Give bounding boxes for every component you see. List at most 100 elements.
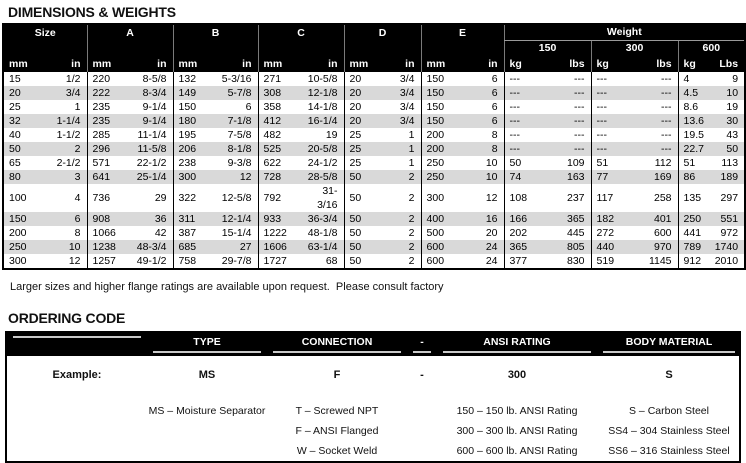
- table-cell: ---: [661, 87, 672, 99]
- ordering-cell: [407, 441, 437, 461]
- table-cell: 1-1/2: [56, 129, 81, 141]
- table-cell: 441: [677, 226, 713, 240]
- table-cell: 28-5/8: [307, 171, 338, 183]
- table-cell: ---: [661, 143, 672, 155]
- ordering-cell: S – Carbon Steel: [629, 405, 709, 417]
- ordering-cell: -: [420, 369, 424, 381]
- table-cell: 933: [257, 212, 305, 226]
- table-cell: 10: [726, 87, 739, 99]
- table-cell: 258: [654, 192, 672, 204]
- table-cell: 29-7/8: [221, 255, 252, 267]
- table-cell: 24-1/2: [307, 157, 338, 169]
- dimensions-table-header: Size A B C D E Weight 150 300 600 mm in mm…: [3, 24, 746, 72]
- col-header-size: Size: [3, 24, 88, 56]
- ordering-spacer-row: [7, 394, 741, 401]
- table-cell: 150: [420, 114, 465, 128]
- table-cell: 401: [654, 213, 672, 225]
- ordering-header-row: TYPE CONNECTION - ANSI RATING: [7, 333, 741, 356]
- table-cell: ---: [503, 72, 549, 86]
- ordering-option-row: F – ANSI Flanged 300 – 300 lb. ANSI Ratin…: [7, 421, 741, 441]
- group-header-row: Size A B C D E Weight: [3, 24, 746, 56]
- table-cell: 25: [343, 156, 385, 170]
- table-cell: 31-3/16: [317, 185, 338, 211]
- table-cell: 1: [408, 143, 415, 155]
- ordering-cell: S: [665, 369, 673, 381]
- table-cell: 51: [677, 156, 713, 170]
- table-cell: 358: [257, 100, 305, 114]
- table-cell: 736: [86, 184, 134, 212]
- table-cell: 6: [491, 73, 498, 85]
- table-row: 15 1/2 220 8-5/8 132 5-3/16 271 10-5/8 20 3/4 150 6…: [3, 72, 745, 86]
- table-cell: 180: [172, 114, 219, 128]
- table-cell: 789: [677, 240, 713, 254]
- ordering-col-body-material: BODY MATERIAL: [597, 333, 741, 356]
- table-cell: 1: [74, 101, 81, 113]
- table-cell: 50: [726, 143, 739, 155]
- table-cell: 20: [9, 87, 21, 99]
- table-cell: 77: [590, 170, 636, 184]
- table-cell: 10: [485, 157, 498, 169]
- table-cell: 25-1/4: [136, 171, 167, 183]
- table-cell: ---: [574, 101, 585, 113]
- table-cell: 6: [245, 101, 252, 113]
- table-cell: 830: [567, 255, 585, 267]
- table-cell: 250: [420, 156, 465, 170]
- table-cell: 322: [172, 184, 219, 212]
- table-cell: ---: [661, 101, 672, 113]
- table-cell: 8-5/8: [142, 73, 167, 85]
- table-cell: 300: [172, 170, 219, 184]
- dimensions-weights-table: Size A B C D E Weight 150 300 600 mm in mm…: [2, 23, 746, 270]
- table-cell: 1066: [86, 226, 134, 240]
- table-cell: 500: [420, 226, 465, 240]
- table-cell: ---: [574, 143, 585, 155]
- table-cell: 13.6: [677, 114, 713, 128]
- table-cell: 6: [74, 213, 81, 225]
- col-header-weight: Weight: [503, 24, 746, 41]
- ordering-cell: MS: [198, 369, 216, 381]
- unit-header-cell: mm: [3, 56, 47, 72]
- ordering-cell: W – Socket Weld: [296, 445, 378, 457]
- table-row: 150 6 908 36 311 12-1/4 933 36-3/4 50 2 400 16 166 36…: [3, 212, 746, 226]
- table-cell: 48-3/4: [136, 241, 167, 253]
- table-cell: 4: [677, 72, 713, 86]
- table-cell: 250: [677, 212, 713, 226]
- unit-header-cell: in: [133, 56, 174, 72]
- ordering-option-row: MS – Moisture Separator T – Screwed NPT 15…: [7, 401, 741, 421]
- table-cell: 220: [86, 72, 134, 86]
- table-cell: 80: [9, 171, 21, 183]
- table-cell: 9-1/4: [142, 115, 167, 127]
- table-cell: 10-5/8: [307, 73, 338, 85]
- table-cell: 912: [677, 254, 713, 269]
- table-cell: 8: [491, 143, 498, 155]
- ordering-example-row: Example: MS F - 300 S: [7, 356, 741, 394]
- table-cell: ---: [574, 73, 585, 85]
- table-cell: 50: [503, 156, 549, 170]
- table-cell: 27: [239, 241, 252, 253]
- unit-header-cell: mm: [420, 56, 465, 72]
- table-cell: 685: [172, 240, 219, 254]
- table-cell: 42: [154, 227, 167, 239]
- dimensions-weights-title: DIMENSIONS & WEIGHTS: [8, 4, 176, 20]
- table-cell: 14-1/8: [307, 101, 338, 113]
- unit-header-cell: kg: [503, 56, 549, 72]
- table-cell: 519: [590, 254, 636, 269]
- table-row: 50 2 296 11-5/8 206 8-1/8 525 20-5/8 25 1 200 8 --- -…: [3, 142, 746, 156]
- table-cell: 12: [485, 192, 498, 204]
- table-cell: ---: [590, 86, 636, 100]
- table-cell: ---: [590, 128, 636, 142]
- table-cell: 365: [567, 213, 585, 225]
- table-cell: 86: [677, 170, 713, 184]
- table-cell: 365: [503, 240, 549, 254]
- table-cell: 3/4: [399, 101, 415, 113]
- table-row: 100 4 736 29 322 12-5/8 792 31-3/16 50 2 300 12 108 2…: [3, 184, 745, 212]
- table-cell: 182: [590, 212, 636, 226]
- header-underline: [13, 336, 141, 338]
- ordering-option-row: W – Socket Weld 600 – 600 lb. ANSI Rating…: [7, 441, 741, 461]
- table-cell: 108: [503, 184, 549, 212]
- table-cell: 2: [408, 213, 415, 225]
- table-cell: 8-1/8: [227, 143, 252, 155]
- table-cell: 132: [172, 72, 219, 86]
- table-cell: 25: [9, 101, 21, 113]
- table-cell: 12-1/8: [307, 87, 338, 99]
- table-cell: 7-5/8: [227, 129, 252, 141]
